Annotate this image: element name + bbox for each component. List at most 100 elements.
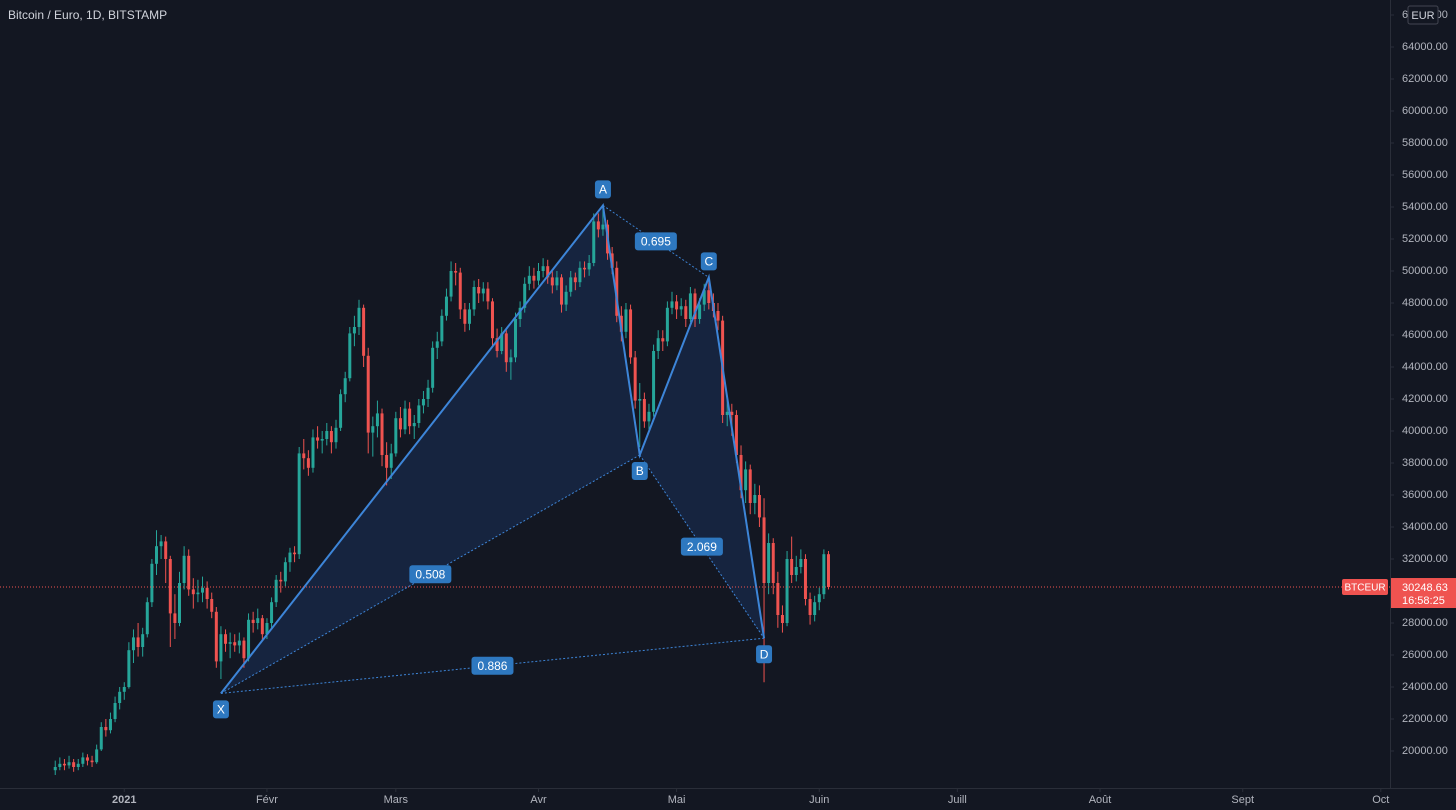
- candle-body: [104, 727, 108, 731]
- y-tick-label: 50000.00: [1402, 265, 1448, 277]
- y-tick-label: 22000.00: [1402, 713, 1448, 725]
- point-box: [212, 700, 229, 719]
- candle-body: [583, 267, 587, 270]
- candle-body: [564, 291, 568, 305]
- candle-body: [578, 267, 582, 283]
- candle-body: [537, 271, 541, 281]
- candle-body: [707, 290, 711, 303]
- candle-body: [131, 637, 135, 651]
- candle-body: [412, 423, 416, 427]
- point-box: [594, 180, 611, 199]
- point-label: C: [704, 255, 713, 269]
- candle-body: [486, 288, 490, 302]
- candle-body: [191, 589, 195, 595]
- candle-body: [256, 618, 260, 623]
- candle-body: [679, 306, 683, 310]
- candle-body: [693, 293, 697, 319]
- candle-body: [656, 338, 660, 351]
- candle-body: [233, 642, 237, 646]
- candle-body: [734, 415, 738, 455]
- candle-body: [780, 615, 784, 623]
- point-label: X: [217, 703, 225, 717]
- candle-body: [458, 272, 462, 310]
- candle-body: [647, 411, 651, 422]
- candle-body: [187, 555, 191, 590]
- x-tick-label: Mai: [668, 794, 686, 806]
- y-tick-label: 56000.00: [1402, 169, 1448, 181]
- candle-body: [822, 554, 826, 595]
- candle-body: [684, 306, 688, 319]
- candle-body: [343, 378, 347, 395]
- candle-body: [127, 650, 131, 687]
- candle-body: [776, 583, 780, 615]
- candle-body: [771, 543, 775, 583]
- ratio-box: [471, 656, 514, 675]
- candle-body: [725, 411, 729, 415]
- candle-body: [688, 293, 692, 319]
- candle-body: [615, 267, 619, 316]
- ratio-box: [409, 565, 452, 584]
- symbol-label: BTCEUR: [1344, 583, 1385, 594]
- candle-body: [444, 296, 448, 316]
- candle-body: [490, 301, 494, 339]
- candle-body: [297, 453, 301, 555]
- candle-body: [652, 351, 656, 412]
- candle-body: [826, 554, 830, 588]
- candle-body: [90, 760, 94, 763]
- pattern-area: [639, 277, 765, 639]
- candle-body: [380, 413, 384, 455]
- candle-body: [403, 408, 407, 430]
- candle-body: [757, 495, 761, 518]
- candle-body: [306, 458, 310, 468]
- candle-body: [329, 431, 333, 443]
- candle-body: [67, 762, 71, 766]
- candle-body: [767, 543, 771, 583]
- ratio-label: 2.069: [687, 540, 717, 554]
- candle-body: [196, 592, 200, 595]
- candle-body: [76, 763, 80, 767]
- ratio-label: 0.695: [641, 235, 671, 249]
- candle-body: [716, 311, 720, 321]
- candle-body: [224, 634, 228, 644]
- candle-body: [513, 319, 517, 358]
- candle-body: [320, 439, 324, 441]
- candle-body: [748, 469, 752, 503]
- candle-body: [481, 288, 485, 294]
- candle-body: [698, 304, 702, 319]
- candle-body: [785, 559, 789, 623]
- candle-body: [150, 563, 154, 603]
- candle-body: [426, 387, 430, 399]
- candle-body: [164, 541, 168, 559]
- pattern-area: [220, 205, 640, 694]
- candle-body: [260, 618, 264, 635]
- y-tick-label: 60000.00: [1402, 105, 1448, 117]
- candle-body: [311, 437, 315, 468]
- x-tick-label: 2021: [112, 794, 136, 806]
- candle-body: [385, 455, 389, 468]
- candle-body: [762, 517, 766, 583]
- candle-body: [85, 757, 89, 761]
- point-label: B: [636, 464, 644, 478]
- candle-body: [352, 327, 356, 334]
- candle-body: [753, 495, 757, 503]
- candle-body: [375, 413, 379, 427]
- y-tick-label: 20000.00: [1402, 745, 1448, 757]
- candle-body: [518, 307, 522, 319]
- candle-body: [251, 619, 255, 623]
- y-tick-label: 42000.00: [1402, 393, 1448, 405]
- candle-body: [214, 611, 218, 662]
- candle-body: [431, 347, 435, 388]
- currency-box: [1407, 5, 1439, 25]
- ratio-label: 0.886: [477, 659, 507, 673]
- candle-body: [173, 613, 177, 623]
- candle-body: [366, 355, 370, 433]
- candle-body: [592, 221, 596, 263]
- candle-body: [596, 221, 600, 230]
- candle-body: [389, 453, 393, 468]
- candle-body: [219, 634, 223, 662]
- pattern-fill: [220, 205, 765, 694]
- candle-body: [81, 757, 85, 764]
- candle-body: [53, 767, 57, 771]
- candle-body: [58, 763, 62, 767]
- candle-body: [523, 283, 527, 308]
